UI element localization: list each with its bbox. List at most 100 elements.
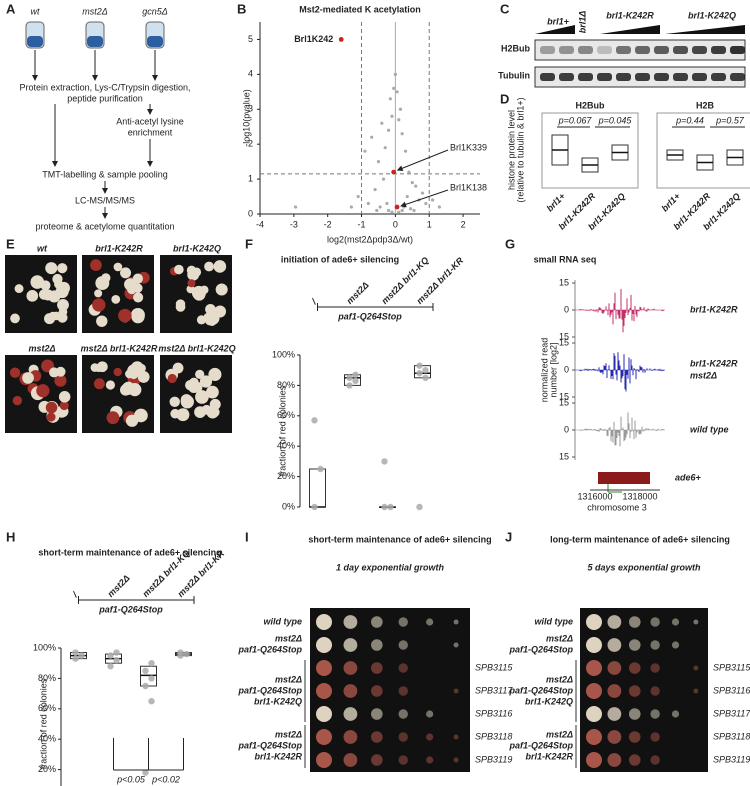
colony <box>169 396 180 407</box>
label: 80% <box>277 380 295 390</box>
spot <box>607 753 622 767</box>
label: wt <box>37 243 48 253</box>
label: mst2Δ <box>275 674 302 684</box>
point <box>142 769 149 776</box>
colony <box>57 281 70 295</box>
point <box>392 86 396 90</box>
label: SPB3115 <box>475 662 513 672</box>
colony <box>106 411 120 425</box>
colony <box>14 284 24 294</box>
spot <box>607 661 622 675</box>
label: 40% <box>277 441 295 451</box>
point <box>407 170 411 174</box>
colony <box>42 289 54 301</box>
label: fraction of red colonies <box>277 385 287 476</box>
spot <box>316 637 332 653</box>
band <box>673 73 688 81</box>
label: small RNA seq <box>534 254 597 264</box>
label: F <box>245 236 253 251</box>
band <box>635 73 650 81</box>
label: 40% <box>38 734 56 744</box>
colony <box>207 317 217 326</box>
label: 15 <box>559 451 569 461</box>
label: brl1-K242R <box>525 751 573 761</box>
colony <box>90 259 102 271</box>
point <box>414 184 418 188</box>
label: H <box>6 529 15 544</box>
label: number [log2] <box>548 342 558 397</box>
label: brl1+ <box>660 190 683 213</box>
label: 4 <box>248 69 253 79</box>
band <box>540 73 555 81</box>
spot <box>650 663 660 673</box>
label: histone protein level <box>506 110 516 190</box>
label: Brl1K138 <box>450 182 487 192</box>
point <box>397 210 401 214</box>
label: G <box>505 236 515 251</box>
label: SPB3119 <box>713 754 750 764</box>
label: mst2Δ <box>275 633 302 643</box>
label: E <box>6 236 15 251</box>
point <box>363 149 367 153</box>
label: 0 <box>248 208 253 218</box>
point <box>370 135 374 139</box>
spot <box>398 663 408 673</box>
label: p=0.045 <box>598 115 633 125</box>
label: p=0.067 <box>558 115 593 125</box>
label: LC-MS/MS/MS <box>75 195 135 205</box>
label: SPB3116 <box>475 708 512 718</box>
colony <box>210 407 220 417</box>
point <box>431 198 435 202</box>
label: 0 <box>393 219 398 229</box>
highlight-point <box>394 204 400 210</box>
label: SPB3119 <box>475 754 512 764</box>
colony <box>12 395 23 406</box>
label: peptide purification <box>67 93 143 103</box>
point <box>346 374 353 381</box>
cells <box>147 36 163 47</box>
label: -3 <box>290 219 298 229</box>
label: H2Bub <box>501 43 531 53</box>
colony <box>170 408 180 419</box>
spot <box>628 639 641 651</box>
label: mst2Δ <box>28 343 55 353</box>
spot <box>586 660 602 676</box>
point <box>400 208 404 213</box>
colony <box>57 263 68 274</box>
point <box>293 205 298 209</box>
point <box>405 194 409 199</box>
spot <box>343 753 358 767</box>
label: 1316000 <box>577 491 612 501</box>
label: enrichment <box>128 127 173 137</box>
point <box>311 417 318 424</box>
spot <box>628 685 641 697</box>
label: wild type <box>534 616 573 626</box>
colony <box>40 280 51 291</box>
point <box>380 121 384 125</box>
label: 15 <box>559 277 569 287</box>
point <box>381 503 388 511</box>
signal <box>579 412 665 447</box>
signal <box>579 288 665 333</box>
spot <box>607 707 622 721</box>
spot <box>398 755 408 765</box>
band <box>730 46 745 54</box>
label: mst2Δ <box>546 633 573 643</box>
spot <box>316 660 332 676</box>
colony <box>113 367 122 377</box>
point <box>107 652 114 659</box>
colony <box>215 283 228 296</box>
spot <box>586 729 602 745</box>
point <box>378 205 382 209</box>
band <box>578 73 593 81</box>
label: 5 days exponential growth <box>587 562 701 572</box>
colony <box>51 311 61 321</box>
colony <box>118 308 132 323</box>
label: mst2Δ brl1-K242Q <box>158 343 235 353</box>
spot <box>343 684 358 698</box>
point <box>387 503 394 511</box>
colony <box>119 384 132 396</box>
label: p<0.05 <box>116 774 146 784</box>
highlight-point <box>391 169 397 175</box>
